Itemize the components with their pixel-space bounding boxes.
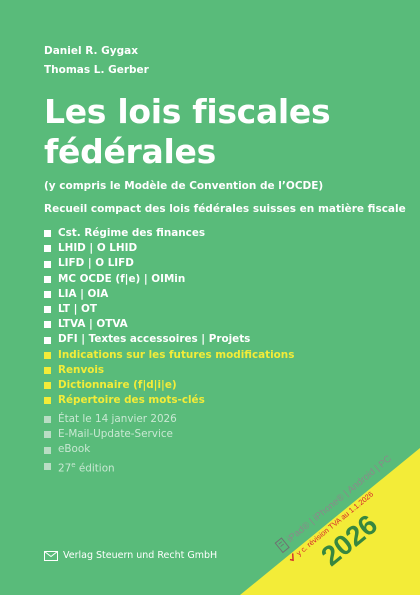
square-bullet-icon: [44, 275, 51, 283]
contents-item-highlight: Dictionnaire (f|d|i|e): [44, 378, 294, 393]
square-bullet-icon: [44, 463, 51, 471]
contents-item: DFI | Textes accessoires | Projets: [44, 332, 294, 347]
title-line-1: Les lois fiscales: [44, 92, 331, 131]
contents-item-label: Indications sur les futures modification…: [58, 348, 295, 361]
book-title: Les lois fiscales fédérales: [44, 92, 331, 172]
contents-item-highlight: Indications sur les futures modification…: [44, 348, 294, 363]
square-bullet-icon: [44, 382, 51, 390]
state-date: État le 14 janvier 2026: [44, 412, 177, 427]
contents-item-label: Répertoire des mots-clés: [58, 394, 205, 407]
contents-item-highlight: Renvois: [44, 363, 294, 378]
contents-item: LIA | OIA: [44, 287, 294, 302]
update-service-label: E-Mail-Update-Service: [58, 428, 173, 441]
square-bullet-icon: [44, 260, 51, 268]
square-bullet-icon: [44, 351, 51, 359]
square-bullet-icon: [44, 321, 51, 329]
square-bullet-icon: [44, 397, 51, 405]
title-line-2: fédérales: [44, 132, 216, 171]
update-service: E-Mail-Update-Service: [44, 427, 177, 442]
square-bullet-icon: [44, 230, 51, 238]
square-bullet-icon: [44, 366, 51, 374]
square-bullet-icon: [44, 336, 51, 344]
square-bullet-icon: [44, 431, 51, 439]
subtitle: (y compris le Modèle de Convention de l’…: [44, 180, 324, 192]
envelope-logo-icon: [44, 550, 58, 561]
contents-item-label: Cst. Régime des finances: [58, 227, 206, 239]
contents-item-label: LT | OT: [58, 303, 97, 316]
contents-item-label: LIFD | O LIFD: [58, 257, 134, 270]
author-2: Thomas L. Gerber: [44, 64, 149, 76]
contents-item-label: MC OCDE (f|e) | OIMin: [58, 272, 186, 285]
publisher-name: Verlag Steuern und Recht GmbH: [63, 550, 218, 561]
tagline: Recueil compact des lois fédérales suiss…: [44, 203, 406, 215]
contents-item: LHID | O LHID: [44, 241, 294, 256]
tablet-icon: [274, 537, 290, 554]
square-bullet-icon: [44, 290, 51, 298]
contents-list: Cst. Régime des finances LHID | O LHID L…: [44, 226, 294, 408]
authors: Daniel R. Gygax Thomas L. Gerber: [44, 42, 149, 80]
square-bullet-icon: [44, 446, 51, 454]
square-bullet-icon: [44, 306, 51, 314]
contents-item-label: DFI | Textes accessoires | Projets: [58, 333, 251, 346]
contents-item: LT | OT: [44, 302, 294, 317]
contents-item-label: LTVA | OTVA: [58, 318, 128, 331]
contents-item: Cst. Régime des finances: [44, 226, 294, 241]
square-bullet-icon: [44, 416, 51, 424]
square-bullet-icon: [44, 245, 51, 253]
edition-word: édition: [78, 462, 115, 475]
edition-suffix: e: [71, 460, 76, 469]
contents-item-label: LHID | O LHID: [58, 242, 138, 255]
ebook: eBook: [44, 442, 177, 457]
edition-number: 27: [58, 462, 72, 475]
contents-item-label: LIA | OIA: [58, 287, 109, 300]
contents-item-label: Renvois: [58, 363, 105, 376]
edition-info: État le 14 janvier 2026 E-Mail-Update-Se…: [44, 412, 177, 476]
state-date-label: État le 14 janvier 2026: [58, 413, 177, 425]
banner-ribbon: [240, 448, 420, 595]
contents-item: LIFD | O LIFD: [44, 256, 294, 271]
author-1: Daniel R. Gygax: [44, 45, 139, 57]
contents-item-highlight: Répertoire des mots-clés: [44, 393, 294, 408]
publisher: Verlag Steuern und Recht GmbH: [44, 550, 217, 561]
contents-item: LTVA | OTVA: [44, 317, 294, 332]
edition-label: 27e édition: [58, 458, 115, 477]
edition: 27e édition: [44, 458, 177, 477]
contents-item: MC OCDE (f|e) | OIMin: [44, 272, 294, 287]
contents-item-label: Dictionnaire (f|d|i|e): [58, 379, 177, 392]
ebook-label: eBook: [58, 443, 91, 456]
